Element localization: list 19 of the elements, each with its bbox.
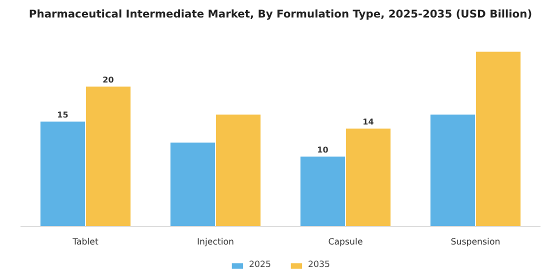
bar (40, 122, 86, 226)
x-tick-label: Suspension (450, 238, 500, 248)
bar (170, 142, 216, 226)
bar (346, 128, 391, 226)
bar (216, 114, 261, 226)
x-tick-label: Injection (196, 238, 234, 248)
legend-label: 2035 (308, 260, 330, 270)
x-tick-label: Tablet (72, 238, 99, 248)
data-label: 14 (362, 118, 374, 127)
chart-title: Pharmaceutical Intermediate Market, By Formulation Type, 2025-2035 (USD Billion) (28, 8, 532, 20)
bar (86, 86, 131, 226)
legend-label: 2025 (248, 260, 271, 270)
bar (300, 156, 346, 226)
data-label: 20 (102, 76, 114, 85)
data-label: 15 (57, 110, 69, 120)
x-tick-label: Capsule (328, 238, 363, 248)
bar (476, 52, 521, 226)
bar (430, 114, 476, 226)
data-label: 10 (317, 146, 329, 155)
